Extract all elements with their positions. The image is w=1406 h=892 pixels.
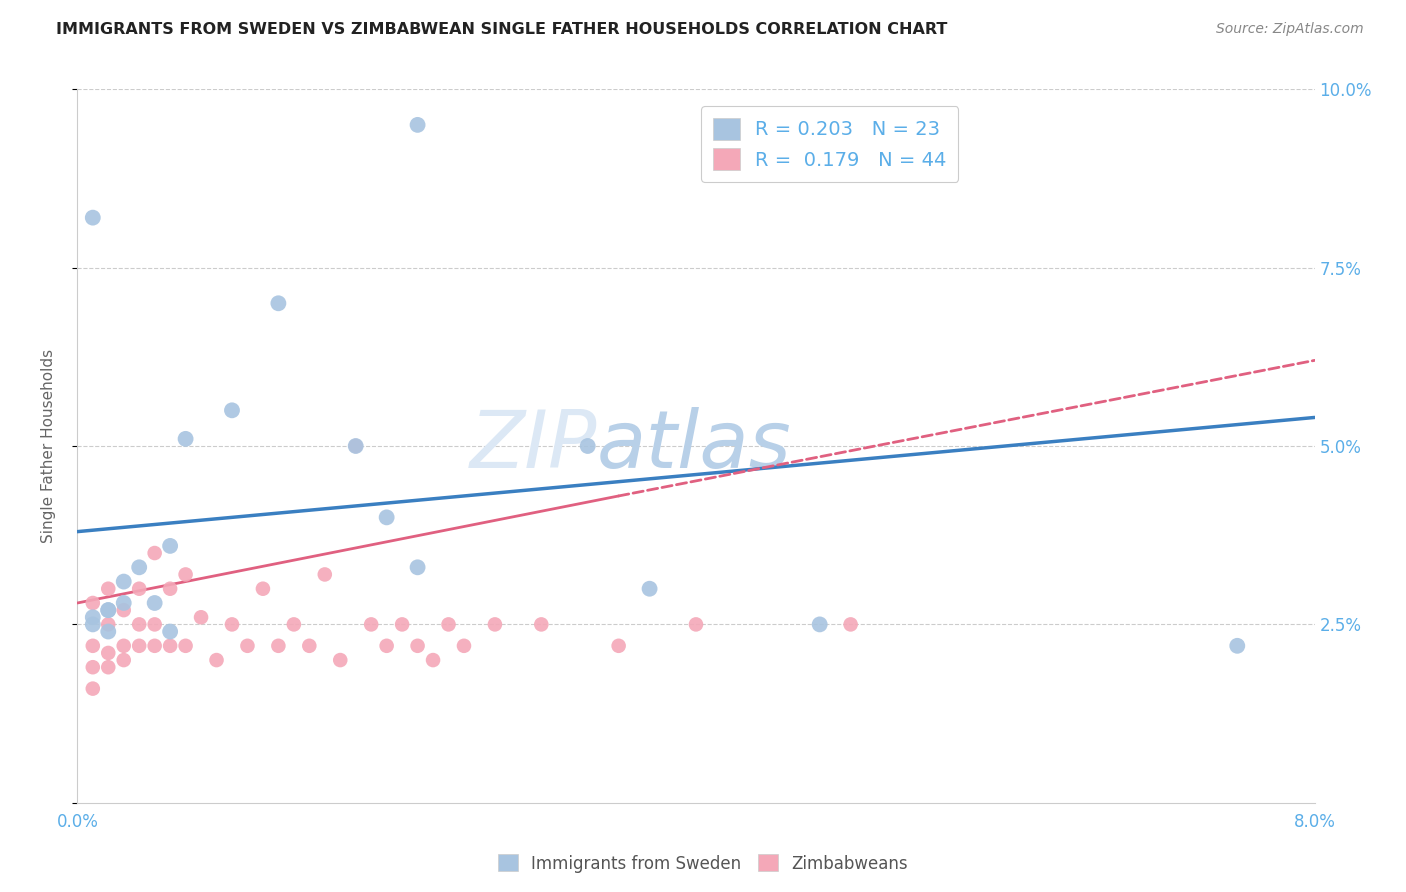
Point <box>484 617 506 632</box>
Point <box>112 574 135 589</box>
Point <box>97 603 120 617</box>
Point <box>97 617 120 632</box>
Point <box>82 660 104 674</box>
Point <box>128 582 150 596</box>
Point <box>329 653 352 667</box>
Point <box>112 653 135 667</box>
Point <box>97 624 120 639</box>
Point <box>82 681 104 696</box>
Point <box>808 617 831 632</box>
Legend: R = 0.203   N = 23, R =  0.179   N = 44: R = 0.203 N = 23, R = 0.179 N = 44 <box>702 106 959 182</box>
Point <box>112 596 135 610</box>
Point <box>143 596 166 610</box>
Point <box>422 653 444 667</box>
Point <box>82 211 104 225</box>
Point <box>82 610 104 624</box>
Point <box>607 639 630 653</box>
Point <box>267 296 290 310</box>
Point <box>159 539 181 553</box>
Point <box>375 639 398 653</box>
Point <box>252 582 274 596</box>
Point <box>97 660 120 674</box>
Point <box>638 582 661 596</box>
Point <box>344 439 367 453</box>
Point <box>360 617 382 632</box>
Text: ZIP: ZIP <box>470 407 598 485</box>
Point <box>159 624 181 639</box>
Point <box>128 617 150 632</box>
Point <box>406 118 429 132</box>
Point <box>82 596 104 610</box>
Point <box>576 439 599 453</box>
Point <box>190 610 212 624</box>
Point <box>1226 639 1249 653</box>
Point <box>143 639 166 653</box>
Point <box>205 653 228 667</box>
Point <box>221 403 243 417</box>
Point <box>391 617 413 632</box>
Point <box>406 639 429 653</box>
Point <box>221 617 243 632</box>
Point <box>112 639 135 653</box>
Point <box>839 617 862 632</box>
Point <box>236 639 259 653</box>
Point <box>298 639 321 653</box>
Point <box>437 617 460 632</box>
Point <box>453 639 475 653</box>
Point <box>128 639 150 653</box>
Point <box>530 617 553 632</box>
Point <box>344 439 367 453</box>
Point <box>97 582 120 596</box>
Point <box>685 617 707 632</box>
Point <box>143 546 166 560</box>
Legend: Immigrants from Sweden, Zimbabweans: Immigrants from Sweden, Zimbabweans <box>491 847 915 880</box>
Point <box>267 639 290 653</box>
Point <box>97 603 120 617</box>
Point <box>128 560 150 574</box>
Point <box>174 567 197 582</box>
Point <box>283 617 305 632</box>
Point <box>314 567 336 582</box>
Point <box>82 617 104 632</box>
Point <box>97 646 120 660</box>
Point <box>82 639 104 653</box>
Point <box>406 560 429 574</box>
Text: IMMIGRANTS FROM SWEDEN VS ZIMBABWEAN SINGLE FATHER HOUSEHOLDS CORRELATION CHART: IMMIGRANTS FROM SWEDEN VS ZIMBABWEAN SIN… <box>56 22 948 37</box>
Point <box>375 510 398 524</box>
Point <box>159 639 181 653</box>
Point <box>159 582 181 596</box>
Y-axis label: Single Father Households: Single Father Households <box>42 349 56 543</box>
Point <box>174 432 197 446</box>
Point <box>112 603 135 617</box>
Text: atlas: atlas <box>598 407 792 485</box>
Point <box>174 639 197 653</box>
Point <box>143 617 166 632</box>
Text: Source: ZipAtlas.com: Source: ZipAtlas.com <box>1216 22 1364 37</box>
